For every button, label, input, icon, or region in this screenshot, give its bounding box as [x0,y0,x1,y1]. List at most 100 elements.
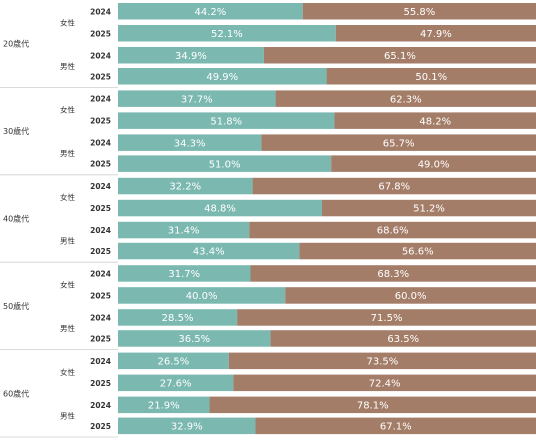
gender-label: 男性 [60,236,75,246]
bar-segment-b [252,177,536,195]
bar-value-label-a: 34.3% [174,138,206,149]
bar-segment-b [261,134,536,151]
year-label: 2025 [90,334,111,343]
year-label: 2024 [90,182,111,191]
year-label: 2024 [90,95,111,104]
bar-value-label-a: 21.9% [148,400,180,411]
bar-value-label-a: 28.5% [162,313,194,324]
bar-value-label-a: 36.5% [178,334,210,345]
year-label: 2025 [90,379,111,388]
bar-segment-b [302,3,536,20]
gender-label: 男性 [60,323,75,333]
bar-value-label-b: 68.6% [377,226,409,237]
bar-segment-b [233,374,536,392]
bar-value-label-b: 47.9% [420,29,452,40]
year-label: 2025 [90,117,111,126]
bar-value-label-b: 49.0% [418,159,450,170]
bar-value-label-b: 67.8% [378,182,410,193]
bar-value-label-b: 72.4% [369,378,401,389]
bar-segment-a [118,352,229,370]
year-label: 2025 [90,422,111,431]
bar-value-label-b: 51.2% [413,204,445,215]
bar-value-label-a: 51.0% [209,159,241,170]
gender-label: 男性 [60,148,75,158]
bar-segment-a [118,112,335,129]
year-label: 2024 [90,269,111,278]
age-group-label: 20歳代 [3,39,29,49]
year-label: 2025 [90,247,111,256]
year-label: 2025 [90,204,111,213]
bar-value-label-b: 48.2% [419,116,451,127]
bar-segment-b [237,309,536,326]
bar-segment-a [118,155,332,172]
bar-segment-b [255,417,536,435]
bar-value-label-b: 56.6% [402,247,434,258]
bar-segment-b [299,242,536,260]
bar-segment-a [118,25,336,42]
bar-value-label-a: 48.8% [204,204,236,215]
bar-value-label-b: 71.5% [371,313,403,324]
bar-segment-b [209,396,536,414]
bar-segment-a [118,134,262,151]
bar-segment-a [118,417,256,435]
bar-segment-a [118,3,303,20]
year-label: 2025 [90,291,111,300]
year-label: 2024 [90,401,111,410]
bar-segment-b [275,90,536,107]
bar-segment-a [118,68,327,85]
year-label: 2024 [90,357,111,366]
bar-value-label-b: 65.1% [384,51,416,62]
bar-segment-b [335,25,536,42]
year-label: 2024 [90,51,111,60]
year-label: 2025 [90,160,111,169]
bar-segment-b [228,352,536,370]
gender-label: 女性 [60,192,75,202]
bar-value-label-a: 51.8% [210,116,242,127]
bar-segment-a [118,330,271,347]
bar-value-label-b: 50.1% [415,72,447,83]
bar-value-label-b: 62.3% [390,94,422,105]
bar-segment-a [118,287,286,304]
year-label: 2024 [90,313,111,322]
bar-segment-b [326,68,536,85]
bar-value-label-a: 32.2% [169,182,201,193]
bar-segment-a [118,396,210,414]
bar-segment-b [249,221,536,239]
gender-label: 男性 [60,61,75,71]
bar-segment-b [334,112,536,129]
bar-segment-a [118,374,234,392]
bar-value-label-b: 67.1% [380,421,412,432]
age-group-label: 40歳代 [3,214,29,224]
year-label: 2024 [90,139,111,148]
bar-value-label-a: 31.7% [168,269,200,280]
bar-segment-a [118,265,251,282]
bar-value-label-b: 60.0% [395,291,427,302]
bar-value-label-b: 65.7% [383,138,415,149]
bar-value-label-a: 44.2% [194,7,226,18]
bar-value-label-b: 78.1% [357,400,389,411]
year-label: 2024 [90,7,111,16]
bar-segment-a [118,221,250,239]
bar-value-label-b: 68.3% [377,269,409,280]
bar-segment-a [118,242,300,260]
bar-segment-b [263,47,536,64]
gender-label: 男性 [60,410,75,420]
bar-segment-b [250,265,536,282]
bar-segment-b [285,287,536,304]
bar-value-label-b: 73.5% [366,356,398,367]
year-label: 2024 [90,226,111,235]
bar-segment-a [118,90,276,107]
gender-label: 女性 [60,279,75,289]
bar-segment-a [118,309,238,326]
bar-segment-a [118,47,264,64]
gender-label: 女性 [60,17,75,27]
gender-label: 女性 [60,105,75,115]
year-label: 2025 [90,29,111,38]
bar-value-label-a: 40.0% [186,291,218,302]
bar-value-label-a: 34.9% [175,51,207,62]
age-group-label: 30歳代 [3,126,29,136]
bar-value-label-b: 55.8% [403,7,435,18]
bar-value-label-a: 27.6% [160,378,192,389]
bar-segment-b [331,155,536,172]
